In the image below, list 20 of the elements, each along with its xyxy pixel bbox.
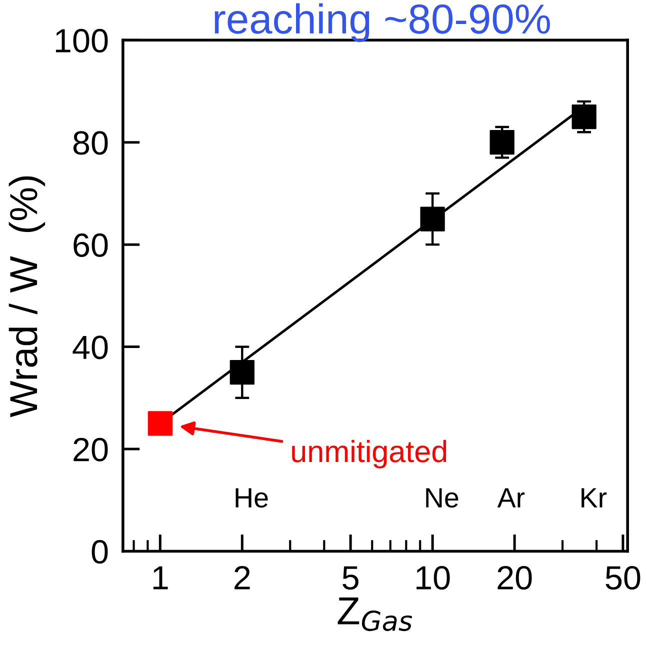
y-tick-label: 80 — [73, 131, 108, 155]
x-tick-label: 1 — [153, 566, 168, 590]
y-tick-label: 20 — [74, 438, 108, 462]
x-tick-label: 20 — [498, 566, 532, 590]
annotation: Kr — [582, 488, 607, 508]
y-tick-label: 40 — [72, 336, 108, 360]
annotation: Ne — [426, 488, 458, 508]
x-tick-label: 50 — [606, 566, 640, 590]
x-tick-label: 10 — [416, 566, 450, 590]
x-tick-label: 2 — [234, 566, 250, 590]
annotation: Ar — [497, 488, 525, 508]
x-tick-label: 5 — [342, 566, 358, 590]
x-axis-title: Z$_{Gas}$ — [338, 598, 412, 632]
annotation: unmitigated — [292, 440, 446, 468]
annotation: He — [236, 488, 268, 508]
y-tick-label: 60 — [74, 233, 108, 257]
y-axis-title: Wrad / W (%) — [8, 176, 46, 418]
y-tick-label: 100 — [56, 28, 108, 53]
y-tick-label: 0 — [92, 540, 108, 564]
chart-title: reaching ~80-90% — [214, 3, 550, 42]
